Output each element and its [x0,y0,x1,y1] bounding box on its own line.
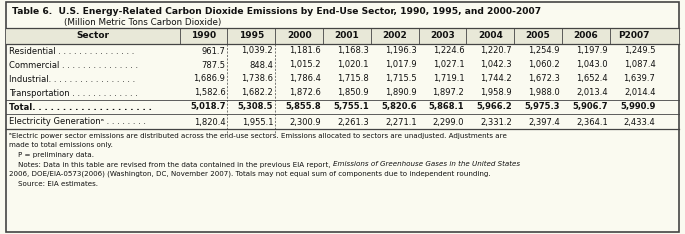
Text: 2006: 2006 [573,32,598,40]
Text: 2,271.1: 2,271.1 [385,117,416,127]
Text: 1,682.2: 1,682.2 [241,88,273,98]
Text: 5,308.5: 5,308.5 [238,102,273,111]
Text: 5,975.3: 5,975.3 [525,102,560,111]
Text: 1,890.9: 1,890.9 [385,88,416,98]
Text: 2,364.1: 2,364.1 [576,117,608,127]
Text: 2,299.0: 2,299.0 [433,117,464,127]
Text: Source: EIA estimates.: Source: EIA estimates. [9,180,98,186]
Text: 5,018.7: 5,018.7 [190,102,225,111]
Text: 961.7: 961.7 [201,47,225,55]
Text: 1,087.4: 1,087.4 [624,61,656,69]
Text: 1,744.2: 1,744.2 [480,74,512,84]
Text: 1,897.2: 1,897.2 [433,88,464,98]
Text: 848.4: 848.4 [249,61,273,69]
Text: 2006, DOE/EIA-0573(2006) (Washington, DC, November 2007). Totals may not equal s: 2006, DOE/EIA-0573(2006) (Washington, DC… [9,171,490,177]
Text: 1,719.1: 1,719.1 [433,74,464,84]
Text: 1,027.1: 1,027.1 [433,61,464,69]
Text: 5,755.1: 5,755.1 [333,102,369,111]
Text: P = preliminary data.: P = preliminary data. [9,152,94,158]
Text: 1,042.3: 1,042.3 [480,61,512,69]
Text: ᵃElectric power sector emissions are distributed across the end-use sectors. Emi: ᵃElectric power sector emissions are dis… [9,133,507,139]
Text: 2001: 2001 [334,32,359,40]
Text: 1,039.2: 1,039.2 [242,47,273,55]
Text: 1,197.9: 1,197.9 [576,47,608,55]
Text: 2005: 2005 [525,32,550,40]
Text: Notes: Data in this table are revised from the data contained in the previous EI: Notes: Data in this table are revised fr… [9,161,333,168]
Text: Electricity Generationᵃ . . . . . . . .: Electricity Generationᵃ . . . . . . . . [9,117,146,127]
Text: made to total emissions only.: made to total emissions only. [9,143,113,149]
Text: 2003: 2003 [430,32,455,40]
Text: Industrial. . . . . . . . . . . . . . . . .: Industrial. . . . . . . . . . . . . . . … [9,74,135,84]
Text: 1,220.7: 1,220.7 [480,47,512,55]
Text: 1,015.2: 1,015.2 [290,61,321,69]
Text: Total. . . . . . . . . . . . . . . . . . . .: Total. . . . . . . . . . . . . . . . . .… [9,102,152,111]
Text: 1,020.1: 1,020.1 [337,61,369,69]
Text: Commercial . . . . . . . . . . . . . . .: Commercial . . . . . . . . . . . . . . . [9,61,138,69]
Text: 787.5: 787.5 [201,61,225,69]
Text: 5,868.1: 5,868.1 [429,102,464,111]
Text: Table 6.  U.S. Energy-Related Carbon Dioxide Emissions by End-Use Sector, 1990, : Table 6. U.S. Energy-Related Carbon Diox… [12,7,541,17]
Text: 2,397.4: 2,397.4 [528,117,560,127]
Text: 1,686.9: 1,686.9 [194,74,225,84]
Text: 2,013.4: 2,013.4 [576,88,608,98]
Text: 1995: 1995 [238,32,264,40]
Text: 2,300.9: 2,300.9 [289,117,321,127]
Text: 2004: 2004 [477,32,503,40]
Text: 2002: 2002 [382,32,407,40]
Text: 5,820.6: 5,820.6 [381,102,416,111]
Text: Sector: Sector [76,32,110,40]
Text: 1,224.6: 1,224.6 [433,47,464,55]
Text: 1,196.3: 1,196.3 [385,47,416,55]
Text: 1,786.4: 1,786.4 [289,74,321,84]
Text: (Million Metric Tons Carbon Dioxide): (Million Metric Tons Carbon Dioxide) [64,18,221,26]
Text: 2,433.4: 2,433.4 [624,117,656,127]
Text: 1,060.2: 1,060.2 [528,61,560,69]
Text: 1,715.8: 1,715.8 [337,74,369,84]
Text: 1,652.4: 1,652.4 [576,74,608,84]
Text: 1990: 1990 [191,32,216,40]
Text: 1,820.4: 1,820.4 [194,117,225,127]
Text: 1,639.7: 1,639.7 [623,74,656,84]
Text: 1,955.1: 1,955.1 [242,117,273,127]
Text: P2007: P2007 [618,32,649,40]
Text: 1,988.0: 1,988.0 [528,88,560,98]
Text: Emissions of Greenhouse Gases in the United States: Emissions of Greenhouse Gases in the Uni… [333,161,520,168]
Text: Transportation . . . . . . . . . . . . .: Transportation . . . . . . . . . . . . . [9,88,138,98]
Text: 1,181.6: 1,181.6 [289,47,321,55]
Text: 1,168.3: 1,168.3 [337,47,369,55]
Text: 1,043.0: 1,043.0 [576,61,608,69]
Text: 5,906.7: 5,906.7 [572,102,608,111]
Text: 5,855.8: 5,855.8 [286,102,321,111]
Text: 1,582.6: 1,582.6 [194,88,225,98]
Bar [6,28,679,44]
Text: 1,958.9: 1,958.9 [480,88,512,98]
Text: 1,254.9: 1,254.9 [528,47,560,55]
Text: 2,014.4: 2,014.4 [624,88,656,98]
Text: 5,966.2: 5,966.2 [476,102,512,111]
Text: 1,738.6: 1,738.6 [241,74,273,84]
Text: 1,249.5: 1,249.5 [624,47,656,55]
Text: 1,017.9: 1,017.9 [385,61,416,69]
Text: 1,715.5: 1,715.5 [385,74,416,84]
Text: 1,672.3: 1,672.3 [528,74,560,84]
Text: 1,850.9: 1,850.9 [337,88,369,98]
Text: 2000: 2000 [287,32,312,40]
Text: 2,331.2: 2,331.2 [480,117,512,127]
Text: Residential . . . . . . . . . . . . . . .: Residential . . . . . . . . . . . . . . … [9,47,134,55]
Text: 2,261.3: 2,261.3 [337,117,369,127]
Text: 5,990.9: 5,990.9 [620,102,656,111]
Text: 1,872.6: 1,872.6 [289,88,321,98]
